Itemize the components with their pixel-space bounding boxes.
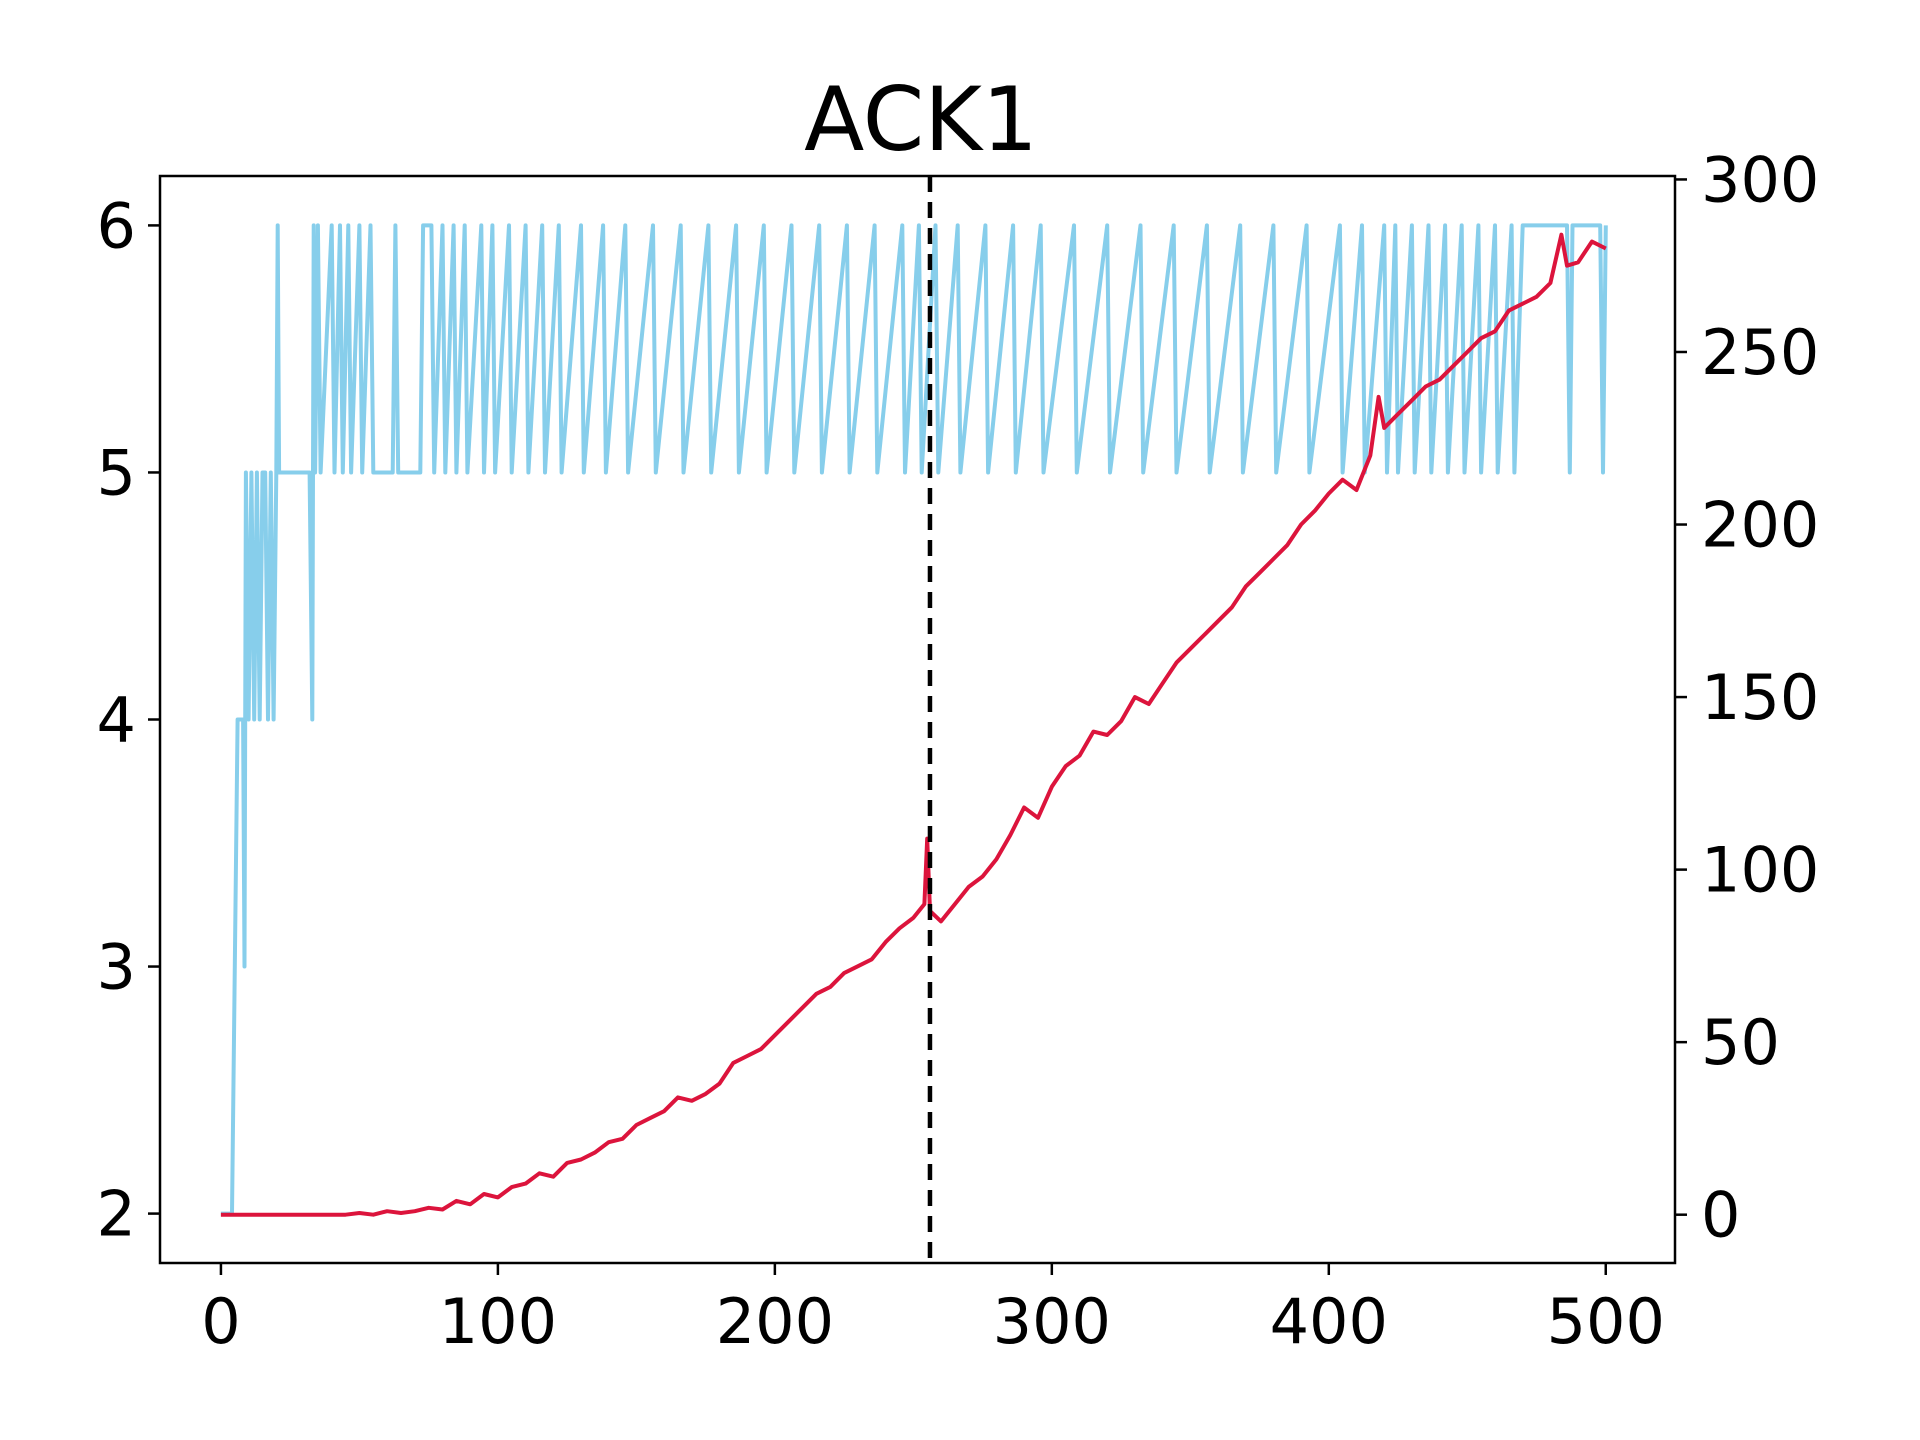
series-line-2 — [220, 232, 1607, 1217]
x-tick-label: 300 — [993, 1285, 1111, 1358]
y2-tick-label: 50 — [1701, 1006, 1780, 1079]
y2-tick-label: 100 — [1701, 834, 1819, 907]
y2-tick-label: 300 — [1701, 143, 1819, 216]
x-axis: 0 100 200 300 400 500 — [201, 1263, 1665, 1358]
y-tick-label: 2 — [97, 1178, 136, 1251]
y-tick-label: 5 — [97, 436, 136, 509]
series-layer — [220, 223, 1608, 1217]
x-tick-label: 400 — [1270, 1285, 1388, 1358]
x-tick-label: 200 — [716, 1285, 834, 1358]
y2-tick-label: 0 — [1701, 1179, 1740, 1252]
y-tick-label: 6 — [97, 189, 136, 262]
y2-tick-label: 150 — [1701, 661, 1819, 734]
chart-title: ACK1 — [804, 68, 1038, 171]
y-axis-right: 0 50 100 150 200 250 300 — [1675, 143, 1819, 1252]
series-line-1 — [220, 223, 1608, 1216]
y-tick-label: 4 — [97, 684, 136, 757]
y2-tick-label: 200 — [1701, 489, 1819, 562]
y-tick-label: 3 — [97, 931, 136, 1004]
y-axis-left: 2 3 4 5 6 — [97, 189, 160, 1251]
x-tick-label: 500 — [1547, 1285, 1665, 1358]
x-tick-label: 100 — [439, 1285, 557, 1358]
x-tick-label: 0 — [201, 1285, 240, 1358]
y2-tick-label: 250 — [1701, 316, 1819, 389]
